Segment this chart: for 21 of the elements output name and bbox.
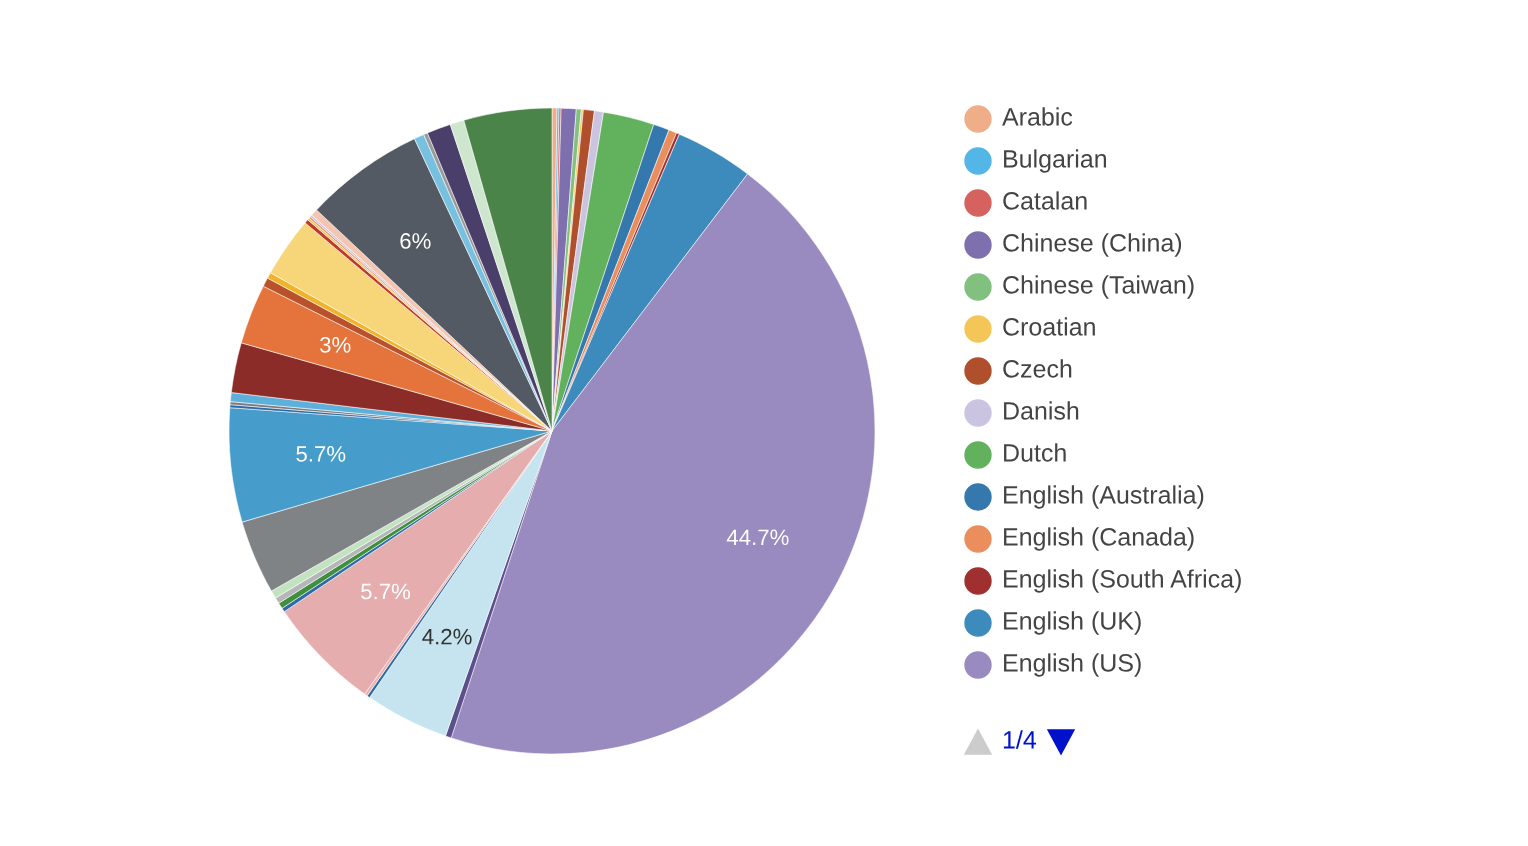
legend-label: English (Australia) bbox=[1004, 485, 1204, 509]
text: 1/4 bbox=[1003, 730, 1037, 749]
legend-label: Catalan bbox=[1003, 191, 1087, 210]
data-label: 5.7% bbox=[361, 583, 411, 600]
legend-label: English (Canada) bbox=[1004, 527, 1194, 551]
legend-label: English (UK) bbox=[1004, 611, 1141, 635]
data-label: 6% bbox=[400, 233, 431, 249]
legend-label: Bulgarian bbox=[1004, 149, 1106, 173]
data-label: 5.7% bbox=[296, 446, 346, 462]
data-label: 44.7% bbox=[726, 529, 789, 546]
data-label: 3% bbox=[320, 336, 351, 353]
data-label: 4.2% bbox=[422, 628, 472, 645]
legend-label: English (US) bbox=[1004, 653, 1141, 677]
legend-label: Czech bbox=[1003, 359, 1072, 378]
legend-label: English (South Africa) bbox=[1004, 569, 1241, 593]
legend-label: Dutch bbox=[1004, 443, 1066, 462]
legend-label: Danish bbox=[1004, 401, 1079, 420]
legend-label: Arabic bbox=[1002, 107, 1073, 126]
legend-label: Croatian bbox=[1003, 317, 1095, 336]
legend-label: Chinese (Taiwan) bbox=[1003, 275, 1194, 299]
legend-label: Chinese (China) bbox=[1003, 233, 1182, 257]
